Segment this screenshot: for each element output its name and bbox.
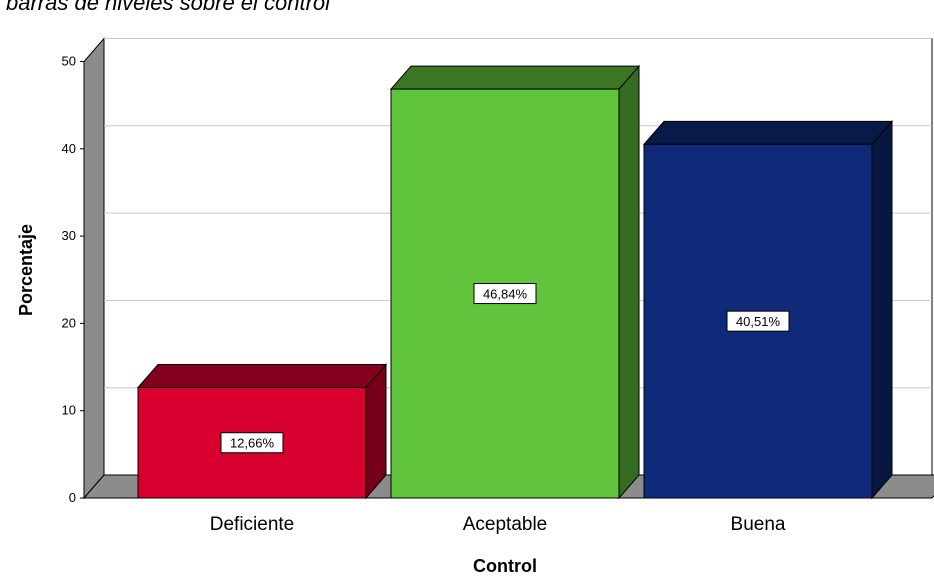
bars — [136, 64, 894, 500]
bar-top — [136, 363, 388, 388]
x-tick-label: Aceptable — [463, 514, 548, 535]
bar-deficiente — [136, 363, 388, 500]
data-label-box — [726, 310, 790, 332]
bar-buena — [642, 120, 894, 500]
bar-side — [618, 64, 640, 500]
labels: 0 10 20 30 40 50 12,66% Deficiente 46,84% Aceptab… — [16, 54, 790, 576]
y-axis-title: Porcentaje — [16, 224, 36, 316]
data-label: 40,51% — [736, 314, 781, 329]
data-label: 12,66% — [230, 436, 275, 451]
y-tick-label: 40 — [62, 141, 76, 156]
data-label-box — [220, 432, 284, 454]
bar-aceptable — [389, 64, 641, 500]
x-tick-label: Buena — [731, 514, 786, 535]
y-tick-label: 20 — [62, 315, 76, 330]
chart-title: barras de niveles sobre el control — [6, 0, 331, 15]
bar-side — [871, 120, 893, 500]
x-tick-label: Deficiente — [210, 514, 295, 535]
y-tick-label: 50 — [62, 54, 76, 69]
bar-top — [642, 120, 894, 145]
y-axis-wall — [83, 37, 105, 500]
data-label: 46,84% — [483, 287, 528, 302]
data-label-box — [473, 283, 537, 305]
y-tick-label: 30 — [62, 228, 76, 243]
bar-top — [389, 65, 641, 90]
x-axis-title: Control — [473, 556, 537, 576]
y-tick-label: 10 — [62, 403, 76, 418]
y-tick-label: 0 — [69, 490, 76, 505]
